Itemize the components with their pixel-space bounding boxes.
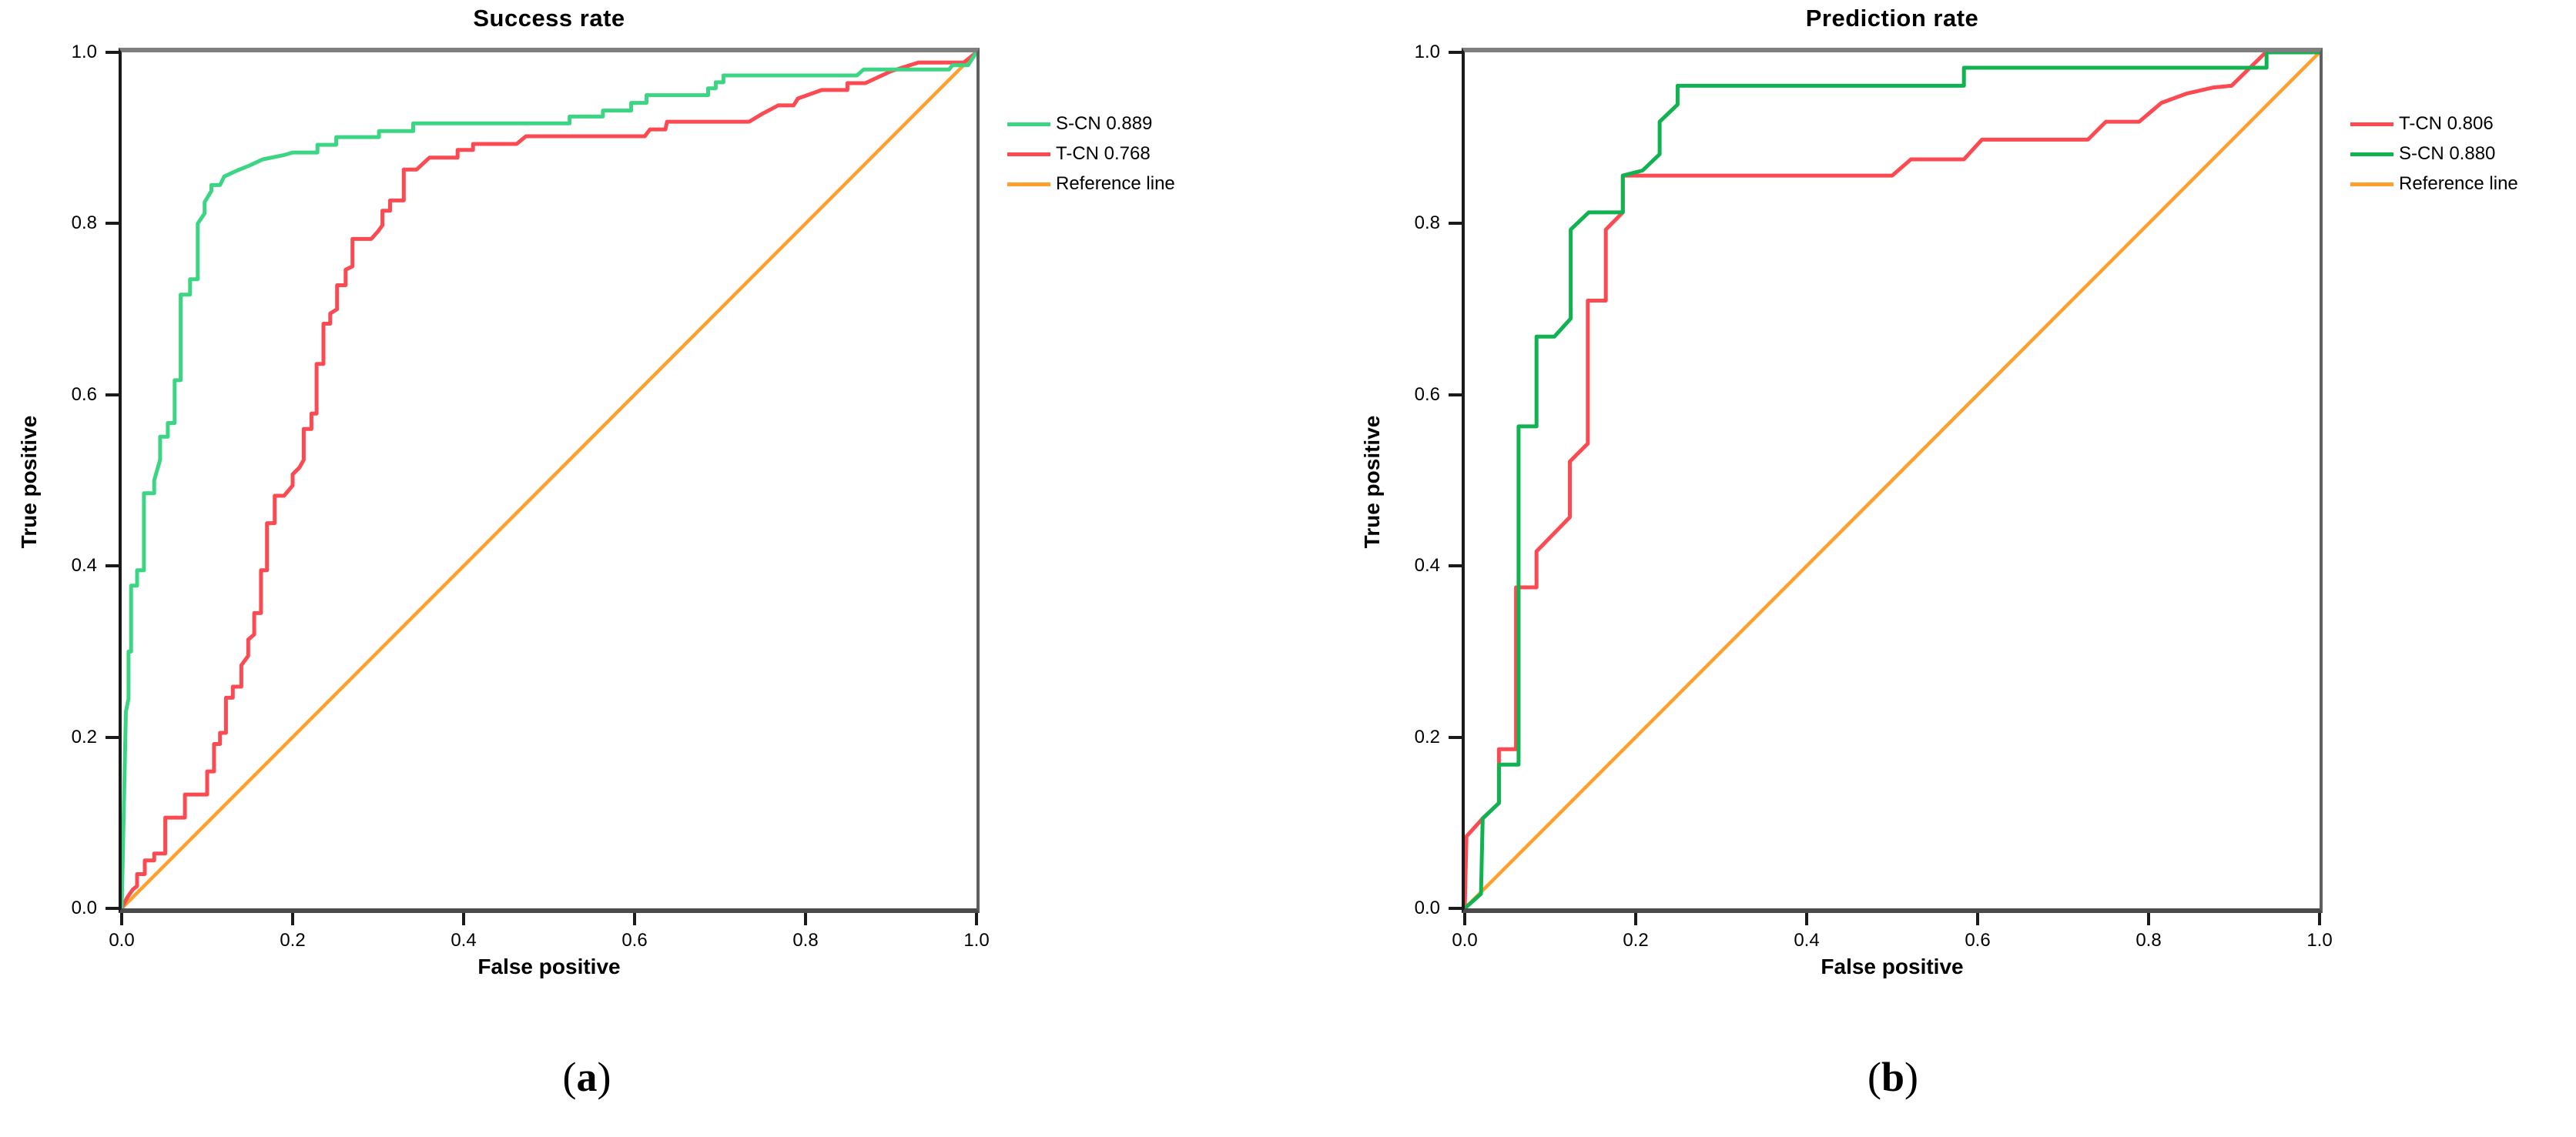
- y-tick-mark: [106, 393, 119, 396]
- legend-item-reference-line: Reference line: [1007, 172, 1175, 196]
- legend-label: Reference line: [2399, 173, 2518, 194]
- caption-letter-b: b: [1881, 1054, 1905, 1100]
- y-tick-mark: [1449, 564, 1462, 568]
- x-tick-mark: [120, 913, 123, 925]
- legend-label: S-CN 0.889: [1056, 113, 1153, 134]
- plot-area-b: [1462, 48, 2323, 913]
- reference-line-curve: [122, 52, 976, 908]
- y-tick-mark: [1449, 393, 1462, 396]
- x-tick-mark: [804, 913, 807, 925]
- x-tick-mark: [1976, 913, 1979, 925]
- x-tick-label: 0.2: [1623, 930, 1649, 951]
- x-tick-label: 1.0: [2306, 930, 2333, 951]
- s-cn-curve: [122, 52, 976, 908]
- x-axis-label-a: False positive: [477, 955, 621, 978]
- legend-item-t-cn-0-768: T-CN 0.768: [1007, 142, 1175, 166]
- x-tick-mark: [2147, 913, 2150, 925]
- y-tick-label: 0.6: [1414, 383, 1440, 405]
- y-tick-mark: [106, 51, 119, 54]
- x-tick-mark: [1634, 913, 1637, 925]
- x-tick-mark: [975, 913, 978, 925]
- x-tick-label: 0.6: [1965, 930, 1991, 951]
- y-tick-label: 0.0: [71, 898, 97, 918]
- x-tick-label: 0.6: [621, 930, 648, 951]
- legend-swatch-line: [2350, 122, 2393, 126]
- y-tick-label: 1.0: [71, 42, 97, 62]
- legend-item-t-cn-0-806: T-CN 0.806: [2350, 112, 2518, 135]
- x-tick-mark: [1463, 913, 1466, 925]
- roc-curves-a: [122, 52, 976, 908]
- legend-swatch-line: [1007, 152, 1050, 156]
- y-tick-label: 0.4: [1414, 555, 1440, 577]
- figure-caption-a: (a): [562, 1054, 611, 1100]
- s-cn-curve: [1465, 52, 2320, 908]
- chart-title-prediction-rate: Prediction rate: [1805, 5, 1979, 32]
- legend-label: T-CN 0.768: [1056, 143, 1151, 164]
- plot-area-a: [119, 48, 980, 913]
- y-tick-label: 0.0: [1414, 898, 1440, 918]
- x-tick-label: 0.8: [2136, 930, 2162, 951]
- x-tick-label: 0.8: [792, 930, 819, 951]
- x-tick-label: 0.0: [109, 930, 135, 951]
- y-tick-label: 0.2: [71, 726, 97, 747]
- legend-item-reference-line: Reference line: [2350, 172, 2518, 196]
- chart-title-success-rate: Success rate: [473, 5, 625, 32]
- figure-caption-b: (b): [1867, 1054, 1918, 1100]
- y-tick-mark: [1449, 222, 1462, 226]
- legend-swatch-line: [2350, 152, 2393, 156]
- legend-swatch-line: [2350, 182, 2393, 186]
- figure-a: Success rate 0.0 0.2 0.4 0.6 0.8 1.0 0.0 0.2 0.4…: [17, 5, 1175, 1100]
- legend-a: S-CN 0.889 T-CN 0.768 Reference line: [1007, 112, 1175, 196]
- caption-letter-a: a: [576, 1054, 598, 1100]
- y-tick-mark: [1449, 51, 1462, 54]
- y-axis-label-b: True positive: [1360, 415, 1384, 549]
- y-tick-label: 0.2: [1414, 726, 1440, 747]
- y-tick-label: 0.4: [71, 555, 97, 577]
- t-cn-curve: [1465, 52, 2320, 908]
- t-cn-curve: [122, 52, 976, 908]
- x-tick-mark: [2318, 913, 2321, 925]
- x-axis-label-b: False positive: [1821, 955, 1964, 978]
- y-tick-label: 0.6: [71, 383, 97, 405]
- legend-label: S-CN 0.880: [2399, 143, 2496, 164]
- legend-label: Reference line: [1056, 173, 1175, 194]
- legend-swatch-line: [1007, 122, 1050, 126]
- x-tick-mark: [1805, 913, 1808, 925]
- y-tick-mark: [106, 222, 119, 226]
- x-tick-label: 0.0: [1452, 930, 1478, 951]
- x-tick-label: 0.2: [280, 930, 306, 951]
- y-tick-mark: [1449, 907, 1462, 910]
- legend-swatch-line: [1007, 182, 1050, 186]
- x-tick-mark: [291, 913, 294, 925]
- x-tick-mark: [462, 913, 465, 925]
- y-axis-label-a: True positive: [17, 415, 41, 549]
- legend-item-s-cn-0-889: S-CN 0.889: [1007, 112, 1175, 135]
- y-tick-mark: [1449, 735, 1462, 739]
- y-tick-label: 0.8: [1414, 212, 1440, 234]
- y-tick-label: 0.8: [71, 212, 97, 234]
- y-tick-label: 1.0: [1414, 42, 1440, 62]
- legend-item-s-cn-0-880: S-CN 0.880: [2350, 142, 2518, 166]
- legend-b: T-CN 0.806 S-CN 0.880 Reference line: [2350, 112, 2518, 196]
- x-tick-mark: [633, 913, 636, 925]
- reference-line-curve: [1465, 52, 2320, 908]
- y-tick-mark: [106, 735, 119, 739]
- x-tick-label: 1.0: [963, 930, 990, 951]
- figure-b: Prediction rate 0.0 0.2 0.4 0.6 0.8 1.0 0.0 0.2…: [1343, 0, 2576, 1137]
- legend-label: T-CN 0.806: [2399, 113, 2494, 134]
- y-tick-mark: [106, 564, 119, 568]
- roc-curves-b: [1465, 52, 2320, 908]
- x-tick-label: 0.4: [451, 930, 477, 951]
- y-tick-mark: [106, 907, 119, 910]
- x-tick-label: 0.4: [1794, 930, 1820, 951]
